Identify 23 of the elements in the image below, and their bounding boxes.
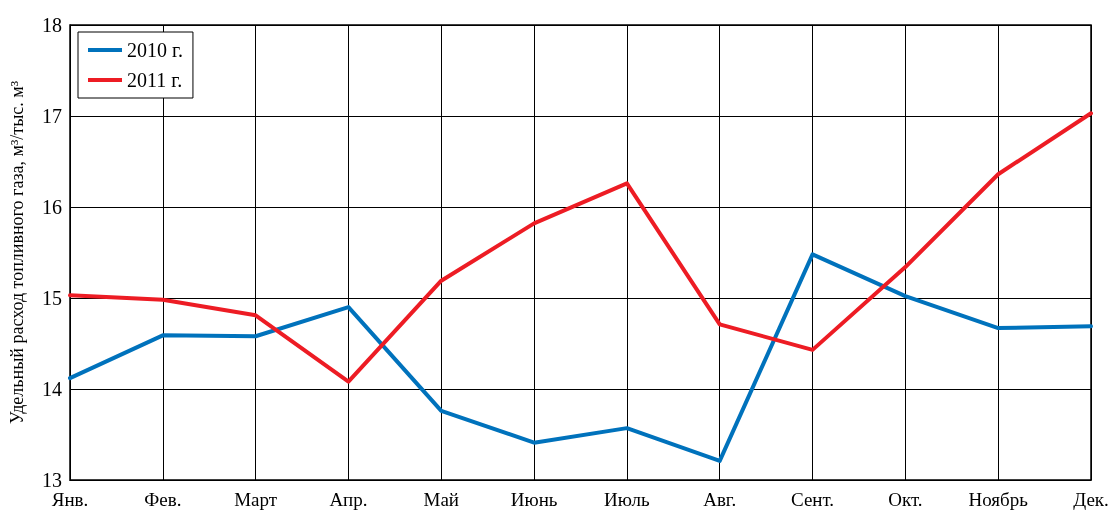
x-tick-label: Янв. [51, 489, 89, 510]
x-tick-label: Окт. [888, 489, 923, 510]
x-tick-label: Ноябрь [968, 489, 1029, 510]
line-series [68, 111, 1093, 384]
y-tick-label: 16 [42, 196, 62, 218]
x-tick-label: Сент. [790, 489, 835, 510]
x-tick-label: Фев. [144, 489, 182, 510]
x-tick-label: Авг. [703, 489, 737, 510]
x-tick-label: Апр. [329, 489, 368, 510]
y-tick-label: 14 [42, 378, 62, 400]
x-tick-label: Июнь [510, 489, 558, 510]
x-tick-label: Май [423, 489, 460, 510]
y-tick-label: 18 [42, 14, 62, 36]
legend-label: 2010 г. [127, 39, 183, 61]
x-tick-label: Июль [604, 489, 651, 510]
y-tick-label: 15 [42, 287, 62, 309]
y-tick-label: 17 [42, 105, 62, 127]
line-series [68, 252, 1093, 463]
x-tick-label: Дек. [1073, 489, 1109, 510]
legend-label: 2011 г. [127, 69, 183, 91]
x-tick-label: Март [234, 489, 278, 510]
y-tick-label: 13 [42, 469, 62, 491]
y-axis-title: Удельный расход топливного газа, м³/тыс. м³ [7, 80, 27, 425]
